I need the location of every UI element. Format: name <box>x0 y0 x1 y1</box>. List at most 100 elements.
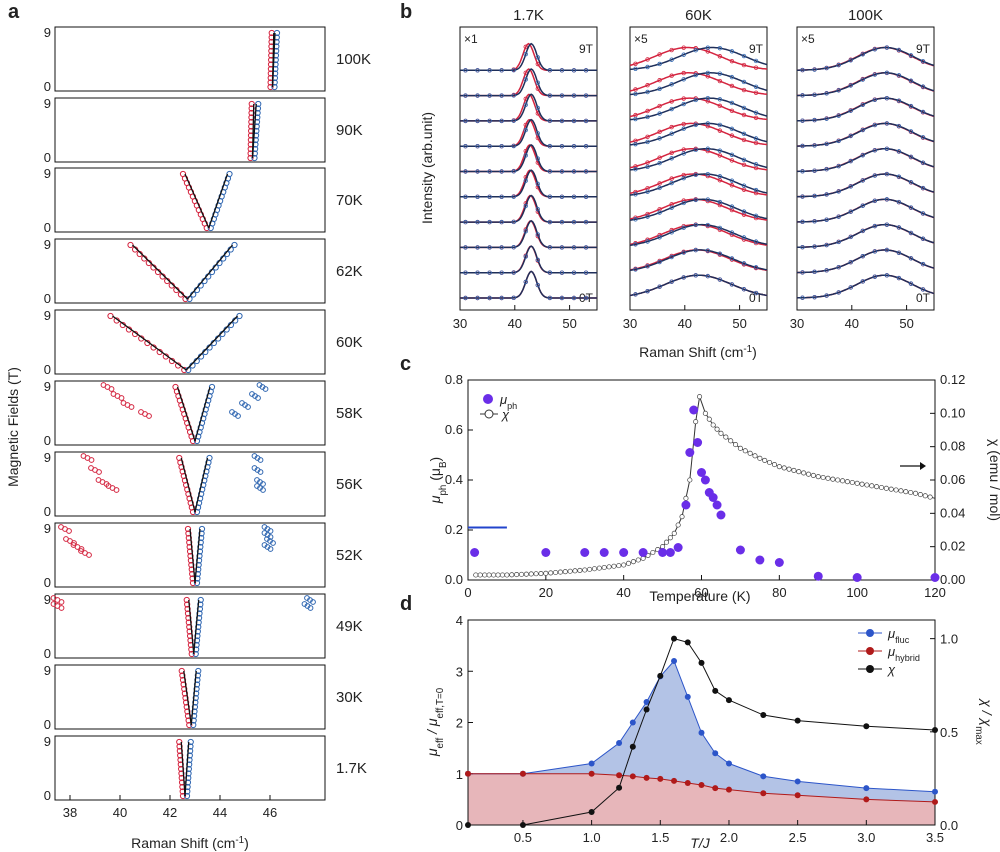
panel-label-b: b <box>400 1 412 23</box>
legend-label: χ <box>887 662 896 677</box>
data-point-red <box>717 202 723 208</box>
spectrum-red <box>629 223 768 246</box>
y-tick-label: 0 <box>44 575 51 590</box>
arrow-head <box>920 462 926 470</box>
fluc-point <box>671 658 678 664</box>
chi-point <box>786 466 792 472</box>
hybrid-point <box>616 772 623 779</box>
data-point-blue <box>571 219 577 225</box>
data-point-blue <box>681 126 686 131</box>
temperature-label: 52K <box>336 547 363 564</box>
y-tick-label: 9 <box>44 663 51 678</box>
fit-line <box>180 741 186 797</box>
chi-point <box>927 494 933 500</box>
spectrum-blue <box>629 72 768 96</box>
chi-point <box>825 475 831 481</box>
data-point-red <box>127 241 134 249</box>
y2-tick-label: 0.04 <box>940 505 965 520</box>
data-point-blue <box>463 118 468 124</box>
data-point-blue <box>260 481 266 487</box>
data-point-blue <box>741 157 747 162</box>
data-point-blue <box>523 229 528 234</box>
data-point-blue <box>487 169 492 174</box>
spectrum-red <box>796 274 935 299</box>
temperature-label: 100K <box>336 51 371 68</box>
data-point-blue <box>872 47 878 52</box>
x-tick-label: 0.5 <box>514 830 532 845</box>
chi-point <box>577 567 583 573</box>
data-point-blue <box>741 131 747 137</box>
data-point-blue <box>669 57 674 62</box>
x-axis-label: Raman Shift (cm-1) <box>639 344 757 361</box>
data-point-blue <box>633 242 638 247</box>
data-point-blue <box>729 126 735 132</box>
data-point-blue <box>741 287 747 292</box>
data-point-blue <box>812 92 817 98</box>
data-point-blue <box>487 118 492 124</box>
chi-point <box>482 572 488 578</box>
data-point-blue <box>729 178 735 183</box>
data-point-blue <box>908 103 914 109</box>
data-point-red <box>645 83 650 88</box>
data-point-blue <box>535 257 541 262</box>
data-point-red <box>717 153 723 158</box>
mu-ph-point <box>708 493 718 502</box>
legend-marker <box>866 629 874 637</box>
hybrid-point <box>465 770 471 777</box>
data-point-blue <box>511 295 516 301</box>
data-point-red <box>753 65 759 70</box>
data-point-blue <box>848 234 853 240</box>
data-point-red <box>753 140 759 146</box>
chi-point <box>504 572 510 578</box>
data-point-blue <box>848 260 853 265</box>
data-point-blue <box>267 546 274 552</box>
chi-point <box>548 570 554 576</box>
data-point-red <box>741 87 747 93</box>
data-point-blue <box>848 209 853 214</box>
y2-tick-label: 0.10 <box>940 405 965 420</box>
fit-line <box>187 244 233 300</box>
data-point-red <box>633 87 638 92</box>
fit-line <box>185 315 238 371</box>
y-tick-label: 0.2 <box>445 522 463 537</box>
data-point-red <box>107 312 114 320</box>
data-point-blue <box>836 62 841 68</box>
data-point-blue <box>753 213 759 219</box>
data-point-red <box>535 61 541 67</box>
y2-tick-label: 0.02 <box>940 539 965 554</box>
mu-ph-point <box>852 573 862 582</box>
data-point-blue <box>705 171 711 177</box>
mu-ph-point <box>693 438 703 447</box>
data-point-blue <box>717 148 723 153</box>
legend-label-mu: μph <box>499 392 517 411</box>
data-point-blue <box>226 170 233 178</box>
data-point-blue <box>824 65 829 71</box>
data-point-blue <box>475 194 480 199</box>
data-point-blue <box>860 279 865 284</box>
y-tick-label: 9 <box>44 592 51 607</box>
data-point-blue <box>535 282 541 288</box>
panel-label-d: d <box>400 593 412 615</box>
chi-point <box>714 426 720 432</box>
data-point-red <box>669 47 674 53</box>
chi-point <box>643 706 650 713</box>
data-point-blue <box>693 197 698 203</box>
y-tick-label: 9 <box>44 166 51 181</box>
data-point-blue <box>800 244 805 250</box>
chi-point <box>728 438 734 444</box>
data-point-red <box>717 78 723 84</box>
data-point-blue <box>848 108 853 113</box>
chi-point <box>718 430 724 436</box>
spectrum-blue <box>629 249 768 272</box>
data-point-blue <box>633 217 638 222</box>
data-point-blue <box>920 236 926 241</box>
data-point-blue <box>559 118 565 124</box>
subplot-frame <box>54 238 326 304</box>
chi-point <box>767 459 773 466</box>
data-point-red <box>88 457 95 463</box>
data-point-red <box>113 487 120 493</box>
mu-ph-point <box>689 405 699 415</box>
y2-tick-label: 0.5 <box>940 725 958 740</box>
data-point-blue <box>729 49 735 54</box>
data-point-blue <box>705 121 711 126</box>
